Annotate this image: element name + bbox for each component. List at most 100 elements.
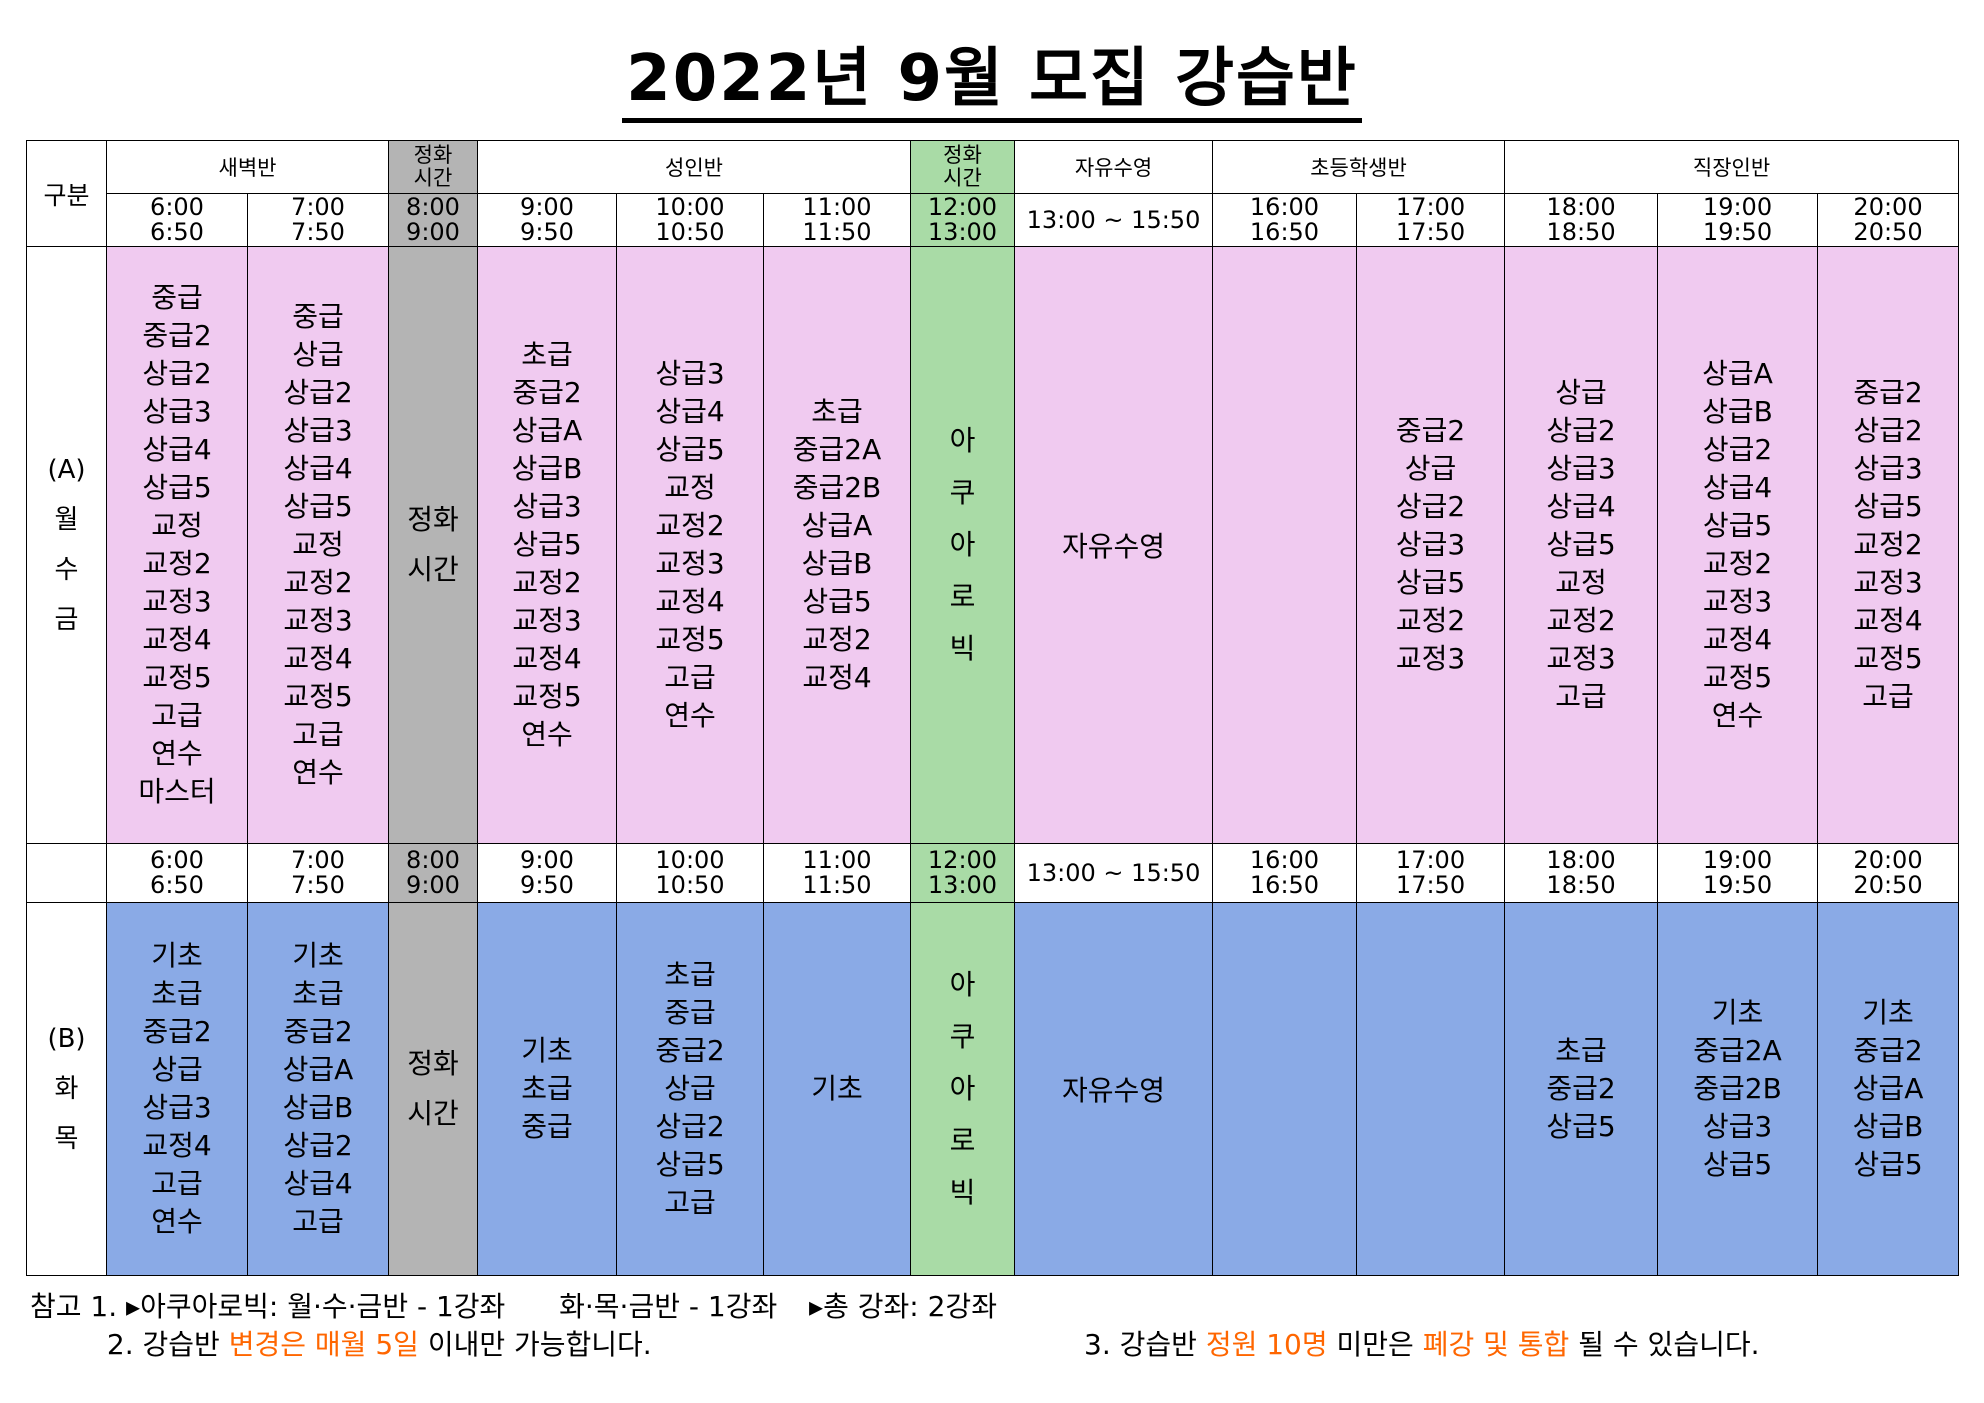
class-level: 상급: [292, 338, 344, 371]
group-b-label-line: 목: [54, 1124, 79, 1154]
class-level: 고급: [151, 699, 203, 732]
time-cell: 12:00 13:00: [910, 193, 1015, 247]
class-level: 상급A: [282, 1053, 354, 1086]
time-cell: 20:00 20:50: [1817, 843, 1960, 903]
class-level: 교정4: [802, 661, 872, 694]
time-text: 19:50: [1702, 871, 1773, 899]
note-2-end: 이내만 가능합니다.: [427, 1328, 652, 1361]
class-level: 교정2: [512, 566, 582, 599]
class-level: 교정2: [142, 547, 212, 580]
page-title-text: 2022년 9월 모집 강습반: [622, 42, 1362, 123]
time-text: 9:00: [406, 871, 460, 899]
class-level: 연수: [664, 699, 716, 732]
note-3: 3. 강습반 정원 10명 미만은 폐강 및 통합 될 수 있습니다.: [1084, 1326, 1760, 1364]
class-level: 중급2: [512, 376, 582, 409]
time-cell: 20:00 20:50: [1817, 193, 1960, 247]
class-level: 상급4: [1702, 471, 1773, 504]
class-level: 상급3: [142, 395, 212, 428]
time-cell: 18:00 18:50: [1504, 193, 1659, 247]
rest-header-line-1: 정화: [413, 143, 453, 167]
class-level: 상급3: [283, 414, 353, 447]
time-text: 11:00: [802, 193, 872, 221]
free-swim-header: 자유수영: [1014, 140, 1213, 194]
class-level: 상급A: [511, 414, 583, 447]
group-a-label: (A) 월 수 금: [26, 246, 107, 844]
class-level: 교정3: [1395, 642, 1466, 675]
note-1-aquarobic: ▸아쿠아로빅: 월·수·금반 - 1강좌: [126, 1290, 506, 1323]
rest-header: 정화 시간: [388, 140, 478, 194]
rest-label-line: 시간: [407, 553, 459, 586]
groupB-class-cell: 기초 중급2A 중급2B 상급3 상급5: [1657, 902, 1819, 1276]
groupA-class-cell: 중급2 상급 상급2 상급3 상급5 교정2 교정3: [1355, 246, 1506, 844]
groupB-class-cell: 기초 초급 중급2 상급 상급3 교정4 고급 연수: [106, 902, 248, 1276]
class-level: 상급3: [142, 1091, 212, 1124]
note-2-start: 2. 강습반: [106, 1328, 220, 1361]
note-2-3: 2. 강습반 변경은 매월 5일 이내만 가능합니다. 3. 강습반 정원 10…: [30, 1326, 1970, 1364]
aquarobic-label-char: 쿠: [949, 476, 976, 509]
time-text: 6:50: [150, 218, 204, 246]
time-text: 9:50: [520, 871, 574, 899]
time-cell: 9:00 9:50: [477, 193, 617, 247]
time-text: 20:00: [1853, 846, 1923, 874]
class-level: 초급: [811, 395, 863, 428]
group-b-label-line: (B): [47, 1024, 86, 1054]
time-cell: 16:00 16:50: [1212, 193, 1357, 247]
class-level: 연수: [1711, 699, 1764, 732]
time-cell: 18:00 18:50: [1504, 843, 1659, 903]
class-level: 중급2: [1395, 414, 1466, 447]
class-level: 교정: [1555, 566, 1607, 599]
class-level: 교정2: [1395, 604, 1466, 637]
groupB-class-cell: 기초: [763, 902, 911, 1276]
time-cell: 6:00 6:50: [106, 193, 248, 247]
class-level: 고급: [1862, 680, 1914, 713]
class-level: 상급: [151, 1053, 203, 1086]
time-text: 9:50: [520, 218, 574, 246]
gubun-header: 구분: [26, 140, 107, 247]
class-level: 중급: [292, 300, 344, 333]
class-level: 상급5: [1702, 1148, 1773, 1181]
class-level: 상급5: [283, 490, 353, 523]
time-text: 7:00: [291, 193, 345, 221]
time-cell: 7:00 7:50: [247, 843, 389, 903]
time-cell: 17:00 17:50: [1355, 193, 1506, 247]
class-level: 기초: [521, 1034, 573, 1067]
class-level: 중급2: [1853, 376, 1923, 409]
class-level: 교정3: [512, 604, 582, 637]
time-text: 6:50: [150, 871, 204, 899]
aquarobic-label-char: 아: [949, 424, 976, 457]
class-level: 교정5: [512, 680, 582, 713]
time-cell: 11:00 11:50: [763, 843, 911, 903]
time-text: 20:50: [1853, 871, 1923, 899]
time-text: 10:00: [655, 846, 725, 874]
class-level: 교정3: [1702, 585, 1773, 618]
time-text: 13:00 ~ 15:50: [1026, 858, 1201, 887]
groupA-class-cell: 중급 중급2 상급2 상급3 상급4 상급5 교정 교정2 교정3 교정4 교정5 고급 연수 마스터: [106, 246, 248, 844]
groupA-class-cell: 중급2 상급2 상급3 상급5 교정2 교정3 교정4 교정5 고급: [1817, 246, 1960, 844]
time-text: 13:00 ~ 15:50: [1026, 205, 1201, 234]
class-level: 상급2: [1546, 414, 1616, 447]
aquarobic-label-char: 빅: [949, 632, 976, 665]
time-text: 19:00: [1702, 846, 1773, 874]
group-b-label-line: 화: [54, 1074, 79, 1104]
class-level: 상급5: [802, 585, 872, 618]
time-text: 19:50: [1702, 218, 1773, 246]
time-cell: 10:00 10:50: [616, 843, 764, 903]
class-level: 고급: [151, 1167, 203, 1200]
class-level: 기초: [292, 939, 344, 972]
time-row: 6:00 6:50 7:00 7:50 8:00 9:00 9:00 9:50 10:00 10:…: [27, 193, 1960, 247]
class-level: 상급4: [283, 1167, 353, 1200]
adult-header: 성인반: [477, 140, 911, 194]
class-level: 교정2: [802, 623, 872, 656]
groupA-class-cell: 중급 상급 상급2 상급3 상급4 상급5 교정 교정2 교정3 교정4 교정5 고급 연수: [247, 246, 389, 844]
note-1-total: ▸총 강좌: 2강좌: [809, 1290, 997, 1323]
class-level: 상급4: [283, 452, 353, 485]
class-level: 중급2B: [1693, 1072, 1782, 1105]
class-level: 상급: [1404, 452, 1457, 485]
class-level: 상급B: [801, 547, 873, 580]
class-level: 교정2: [1546, 604, 1616, 637]
class-level: 상급3: [1546, 452, 1616, 485]
rest-label-line: 시간: [407, 1097, 459, 1130]
class-level: 상급B: [511, 452, 583, 485]
class-level: 중급2: [655, 1034, 725, 1067]
class-level: 연수: [151, 737, 203, 770]
